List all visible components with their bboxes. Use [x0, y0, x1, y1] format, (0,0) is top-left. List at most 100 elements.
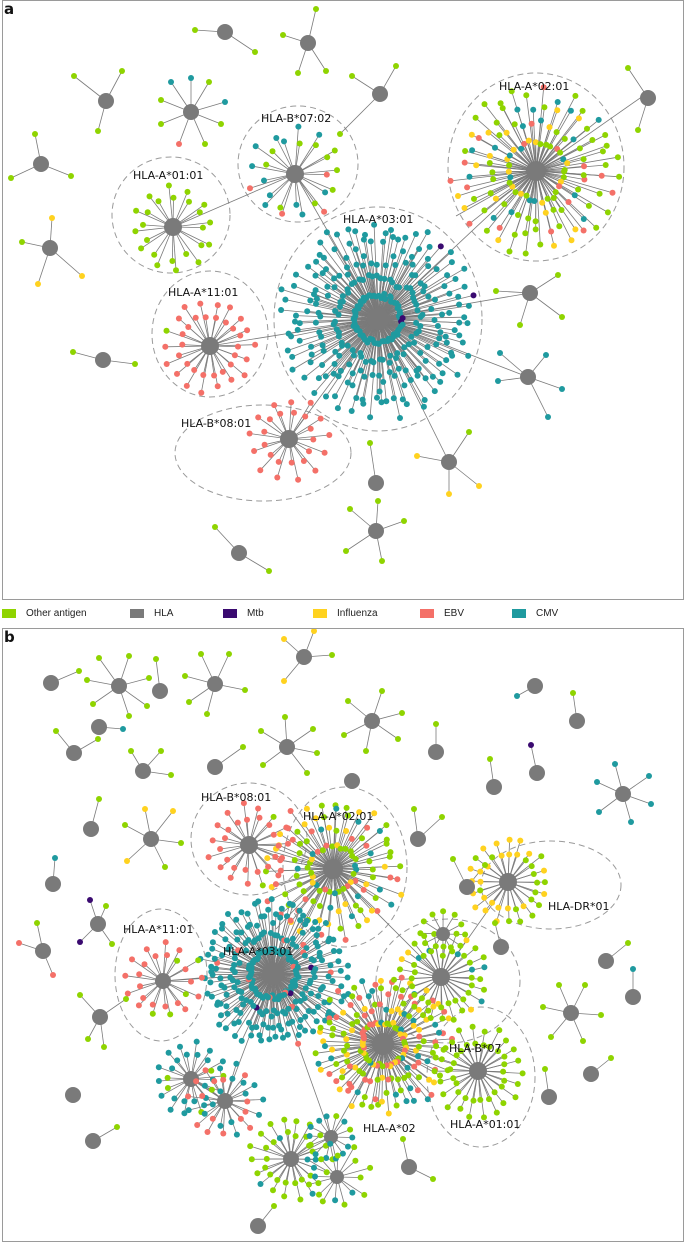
edge — [306, 808, 334, 870]
tcr-node — [231, 955, 238, 962]
tcr-node — [335, 373, 342, 380]
tcr-node — [439, 311, 445, 318]
tcr-node — [349, 382, 356, 389]
tcr-node — [382, 262, 389, 269]
tcr-node — [326, 1071, 333, 1077]
edge — [339, 93, 381, 135]
hla-hub — [250, 1218, 266, 1234]
tcr-node — [414, 372, 421, 379]
tcr-node — [500, 1100, 507, 1107]
edge — [457, 170, 537, 197]
tcr-node — [360, 236, 367, 243]
tcr-node — [341, 1047, 347, 1054]
tcr-node — [347, 1002, 354, 1008]
tcr-node — [305, 1008, 312, 1014]
tcr-node — [440, 908, 447, 915]
tcr-node — [270, 1187, 276, 1194]
hla-hub-b0801 — [280, 430, 298, 448]
tcr-node — [439, 1015, 446, 1022]
tcr-node — [517, 190, 524, 197]
tcr-node — [293, 201, 300, 208]
tcr-node — [217, 1122, 224, 1129]
tcr-node — [339, 293, 346, 300]
tcr-node — [52, 855, 58, 861]
tcr-node — [329, 652, 335, 658]
hla-hub — [625, 989, 641, 1005]
tcr-node — [244, 880, 251, 887]
tcr-node — [556, 982, 562, 988]
tcr-node — [460, 996, 467, 1003]
tcr-node — [259, 882, 266, 889]
tcr-node — [344, 1042, 351, 1049]
tcr-node — [456, 301, 463, 308]
tcr-node — [349, 993, 356, 1000]
tcr-node — [413, 319, 420, 326]
tcr-node — [197, 300, 204, 307]
tcr-node — [584, 125, 590, 132]
tcr-node — [436, 1029, 442, 1036]
tcr-node — [416, 246, 423, 252]
tcr-node — [219, 368, 226, 375]
tcr-node — [457, 942, 464, 949]
tcr-node — [226, 943, 233, 950]
tcr-node — [225, 911, 231, 917]
tcr-node — [540, 84, 547, 91]
tcr-node — [308, 990, 314, 997]
tcr-node — [335, 958, 342, 965]
tcr-node — [351, 1144, 358, 1151]
tcr-node — [337, 845, 344, 852]
tcr-node — [336, 272, 343, 279]
tcr-node — [266, 568, 272, 574]
hla-hub — [324, 1130, 338, 1144]
tcr-node — [340, 1009, 347, 1016]
cluster-ring-a0101 — [111, 156, 231, 274]
tcr-node — [262, 202, 269, 208]
tcr-node — [316, 1191, 322, 1198]
tcr-node — [559, 314, 565, 320]
tcr-node — [279, 855, 285, 861]
legend-label-hla: HLA — [154, 607, 174, 619]
tcr-node — [420, 1038, 427, 1045]
tcr-node — [469, 966, 475, 973]
tcr-node — [302, 896, 309, 903]
tcr-node — [614, 154, 621, 161]
tcr-node — [372, 895, 379, 901]
tcr-node — [596, 190, 603, 197]
tcr-node — [495, 1048, 502, 1055]
tcr-node — [463, 937, 470, 944]
tcr-node — [352, 856, 359, 862]
tcr-node — [452, 276, 459, 282]
tcr-node — [265, 1024, 272, 1031]
tcr-node — [367, 1078, 374, 1085]
tcr-node — [201, 1082, 208, 1089]
tcr-node — [103, 903, 109, 909]
tcr-node — [71, 73, 77, 79]
tcr-node — [403, 1098, 410, 1105]
tcr-node — [625, 940, 631, 946]
tcr-node — [506, 248, 513, 255]
cluster-ring-a0301 — [273, 206, 483, 432]
tcr-node — [420, 1012, 427, 1019]
tcr-node — [229, 1075, 236, 1082]
tcr-node — [171, 1095, 178, 1102]
hla-hub — [368, 475, 384, 491]
tcr-node — [317, 1132, 324, 1139]
tcr-node — [323, 171, 330, 178]
tcr-node — [296, 1024, 303, 1030]
tcr-node — [496, 1027, 503, 1034]
tcr-node — [429, 1049, 436, 1056]
edge — [355, 249, 379, 320]
network-b: HLA-B*08:01 HLA-A*02:01 HLA-DR*01 HLA-A*11:… — [16, 629, 654, 1234]
tcr-node — [360, 262, 367, 269]
tcr-node — [254, 1170, 261, 1177]
tcr-node — [165, 182, 172, 189]
tcr-node — [446, 491, 452, 497]
tcr-node — [352, 877, 359, 884]
tcr-node — [234, 979, 241, 986]
tcr-node — [353, 261, 360, 268]
tcr-node — [323, 68, 329, 74]
tcr-node — [420, 288, 427, 295]
edge — [535, 170, 572, 241]
tcr-node — [347, 879, 354, 886]
tcr-node — [316, 903, 323, 909]
